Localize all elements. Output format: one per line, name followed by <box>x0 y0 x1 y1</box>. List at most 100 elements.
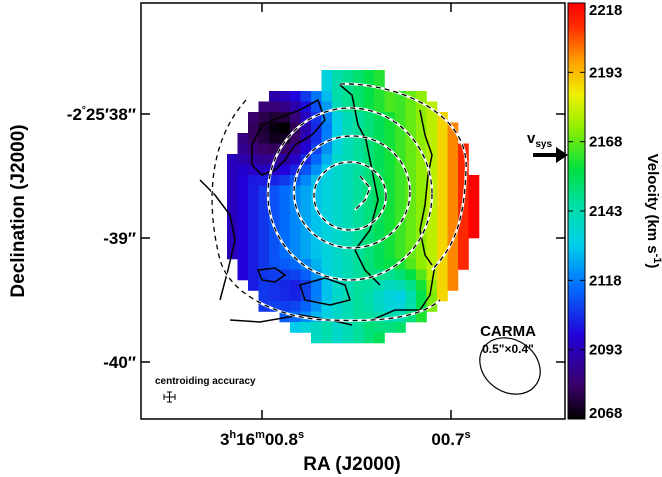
velocity-pixel <box>447 217 459 228</box>
velocity-pixel <box>311 248 322 260</box>
velocity-pixel <box>363 143 375 155</box>
velocity-pixel <box>269 259 280 270</box>
velocity-pixel <box>468 196 480 207</box>
velocity-pixel <box>353 133 364 144</box>
velocity-pixel <box>332 290 343 302</box>
velocity-pixel <box>248 217 259 228</box>
velocity-pixel <box>374 227 385 239</box>
velocity-pixel <box>416 175 427 186</box>
velocity-pixel <box>321 70 333 81</box>
velocity-pixel <box>363 206 375 218</box>
velocity-pixel <box>279 280 291 291</box>
velocity-pixel <box>374 80 385 92</box>
velocity-pixel <box>227 164 238 176</box>
velocity-pixel <box>300 91 312 102</box>
velocity-pixel <box>342 196 354 207</box>
velocity-pixel <box>353 122 364 134</box>
velocity-pixel <box>426 101 438 113</box>
velocity-pixel <box>437 227 448 239</box>
velocity-pixel <box>342 322 354 333</box>
velocity-pixel <box>279 143 291 155</box>
velocity-pixel <box>300 143 312 155</box>
velocity-pixel <box>321 91 333 102</box>
solid-contour-central <box>339 84 381 286</box>
velocity-pixel <box>363 154 375 165</box>
velocity-pixel <box>290 122 301 134</box>
velocity-pixel <box>405 280 417 291</box>
velocity-pixel <box>300 290 312 302</box>
velocity-pixel <box>447 269 459 281</box>
velocity-pixel <box>321 122 333 134</box>
velocity-pixel <box>258 133 270 144</box>
velocity-pixel <box>321 196 333 207</box>
velocity-pixel <box>342 269 354 281</box>
velocity-pixel <box>311 206 322 218</box>
velocity-pixel <box>353 227 364 239</box>
velocity-pixel <box>395 280 406 291</box>
velocity-pixel <box>437 122 448 134</box>
velocity-pixel <box>405 133 417 144</box>
velocity-pixel <box>353 238 364 249</box>
velocity-pixel <box>437 154 448 165</box>
velocity-pixel <box>279 217 291 228</box>
velocity-pixel <box>395 143 406 155</box>
velocity-pixel <box>248 175 259 186</box>
velocity-pixel <box>384 269 396 281</box>
velocity-pixel <box>437 206 448 218</box>
colorbar-tick-label: 2093 <box>589 342 622 359</box>
velocity-pixel <box>405 259 417 270</box>
velocity-pixel <box>279 101 291 113</box>
velocity-pixel <box>227 154 238 165</box>
velocity-pixel <box>237 238 249 249</box>
velocity-pixel <box>342 217 354 228</box>
velocity-pixel <box>468 217 480 228</box>
velocity-pixel <box>363 290 375 302</box>
velocity-pixel <box>447 206 459 218</box>
velocity-pixel <box>353 196 364 207</box>
velocity-pixel <box>300 259 312 270</box>
velocity-pixel <box>447 248 459 260</box>
velocity-pixel <box>447 164 459 176</box>
velocity-pixel <box>384 122 396 134</box>
velocity-pixel <box>290 259 301 270</box>
velocity-pixel <box>353 80 364 92</box>
velocity-pixel <box>384 133 396 144</box>
velocity-pixel <box>279 91 291 102</box>
velocity-pixel <box>363 301 375 312</box>
velocity-pixel <box>258 206 270 218</box>
velocity-pixel <box>311 217 322 228</box>
velocity-pixel <box>374 248 385 260</box>
velocity-pixel <box>300 248 312 260</box>
velocity-pixel <box>374 122 385 134</box>
colorbar-tick-label: 2118 <box>589 272 622 289</box>
y-tick-label-2: -39″ <box>103 229 136 248</box>
velocity-pixel <box>258 227 270 239</box>
velocity-pixel <box>405 301 417 312</box>
velocity-pixel <box>458 259 469 270</box>
velocity-pixel <box>458 217 469 228</box>
velocity-pixel <box>395 290 406 302</box>
velocity-pixel <box>332 206 343 218</box>
velocity-pixel <box>363 259 375 270</box>
velocity-pixel <box>437 238 448 249</box>
velocity-pixel <box>384 311 396 323</box>
velocity-pixel <box>332 112 343 123</box>
velocity-pixel <box>353 217 364 228</box>
velocity-pixel <box>384 259 396 270</box>
velocity-pixel <box>437 133 448 144</box>
velocity-pixel <box>342 143 354 155</box>
velocity-pixel <box>416 154 427 165</box>
beam-size-label: 0.5"×0.4" <box>482 342 534 356</box>
solid-contour-lower <box>256 267 287 283</box>
velocity-pixel <box>437 185 448 197</box>
velocity-pixel <box>269 175 280 186</box>
velocity-pixel <box>300 206 312 218</box>
velocity-pixel <box>269 280 280 291</box>
velocity-pixel <box>300 112 312 123</box>
velocity-pixel <box>405 248 417 260</box>
velocity-pixel <box>300 280 312 291</box>
velocity-pixel <box>227 217 238 228</box>
velocity-pixel <box>447 227 459 239</box>
velocity-pixel <box>374 238 385 249</box>
velocity-pixel <box>258 101 270 113</box>
